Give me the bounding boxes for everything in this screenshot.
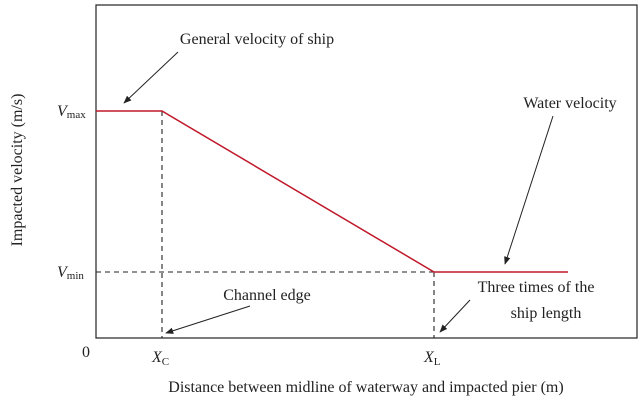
x-tick-label: XC	[151, 349, 169, 368]
velocity-line	[96, 110, 568, 273]
annotation: Three times of the	[478, 279, 595, 296]
annotation: General velocity of ship	[180, 31, 334, 48]
y-tick-label: Vmin	[57, 264, 84, 282]
annotation: Channel edge	[223, 287, 311, 304]
guides	[96, 111, 435, 338]
arrows	[123, 51, 554, 334]
x-axis-label: Distance between midline of waterway and…	[168, 379, 563, 396]
plot-frame	[95, 4, 638, 339]
annotation: Water velocity	[523, 95, 616, 112]
y-axis-label: Impacted velocity (m/s)	[9, 94, 26, 247]
x-tick-label: XL	[423, 349, 441, 368]
y-tick-label: Vmax	[57, 103, 86, 121]
annotation: ship length	[511, 305, 582, 322]
origin-label: 0	[82, 344, 90, 361]
